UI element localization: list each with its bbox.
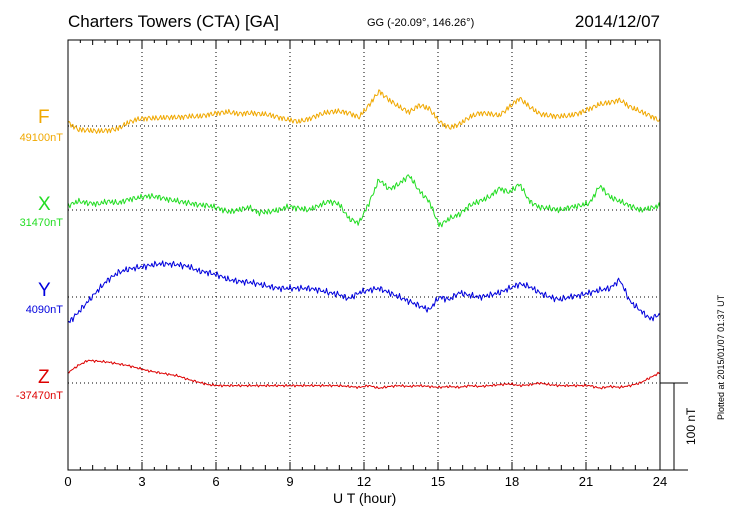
channel-label-y: Y — [38, 280, 51, 301]
series-line-y — [67, 260, 661, 324]
scale-bar-label: 100 nT — [684, 407, 698, 445]
x-axis-label: U T (hour) — [333, 490, 397, 506]
baseline-value-y: 4090nT — [25, 304, 63, 316]
plotted-timestamp: Plotted at 2015/01/07 01:37 UT — [716, 294, 726, 420]
x-tick-label: 21 — [578, 474, 594, 489]
chart-baselines — [68, 125, 660, 384]
chart-ticks — [67, 40, 661, 470]
station-coordinates: GG (-20.09°, 146.26°) — [367, 17, 475, 29]
baseline-value-f: 49100nT — [19, 132, 63, 144]
channel-label-f: F — [38, 107, 50, 128]
x-tick-label: 3 — [138, 474, 146, 489]
channel-label-z: Z — [38, 367, 50, 388]
x-tick-label: 0 — [64, 474, 72, 489]
chart-title: Charters Towers (CTA) [GA] — [68, 12, 279, 31]
x-tick-label: 6 — [212, 474, 220, 489]
x-tick-label: 24 — [652, 474, 668, 489]
x-tick-label: 9 — [286, 474, 294, 489]
channel-label-x: X — [38, 194, 51, 215]
chart-grid — [141, 40, 587, 470]
baseline-value-x: 31470nT — [19, 217, 63, 229]
series-line-x — [67, 174, 661, 228]
series-line-f — [67, 89, 661, 134]
series-line-z — [67, 359, 661, 390]
baseline-value-z: -37470nT — [15, 390, 63, 402]
chart-series — [67, 89, 661, 390]
scale-bar — [660, 382, 688, 471]
x-tick-label: 15 — [430, 474, 446, 489]
x-tick-label: 12 — [356, 474, 372, 489]
chart-date: 2014/12/07 — [574, 12, 660, 31]
x-tick-label: 18 — [504, 474, 520, 489]
